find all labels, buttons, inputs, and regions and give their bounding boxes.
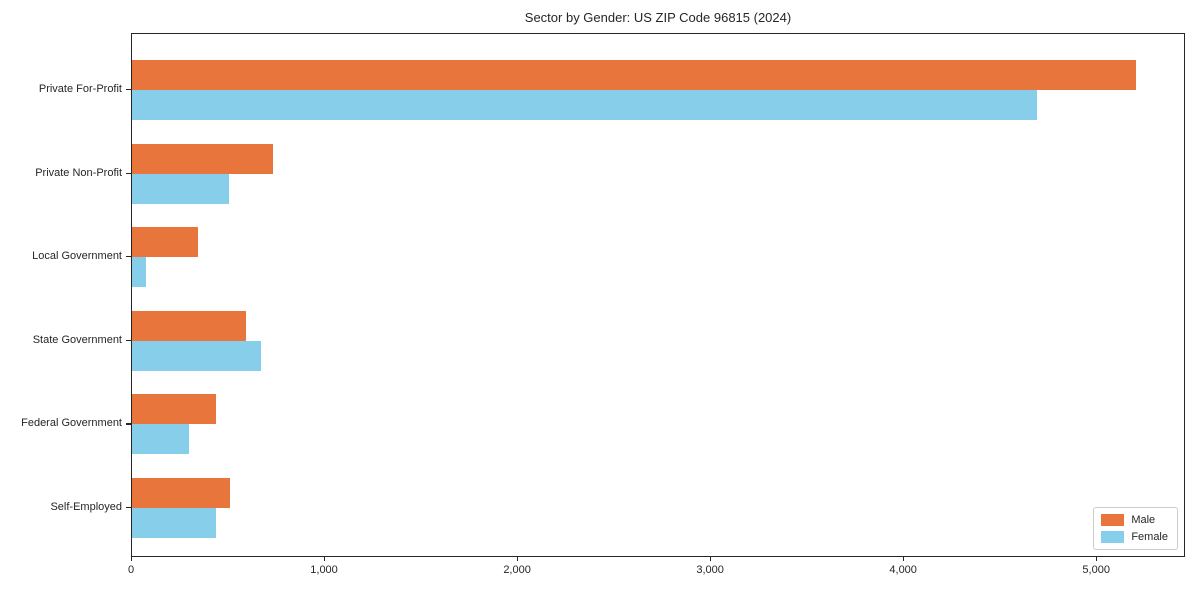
legend-entry-male: Male [1101, 514, 1168, 526]
bar-female-3 [132, 257, 147, 288]
x-tick-mark [710, 557, 712, 561]
legend-entry-female: Female [1101, 531, 1168, 543]
y-tick-mark [126, 339, 131, 341]
bar-male-6 [132, 478, 231, 508]
chart-title: Sector by Gender: US ZIP Code 96815 (202… [524, 10, 792, 25]
bar-female-1 [132, 90, 1038, 120]
male-swatch-icon [1101, 514, 1125, 526]
bar-male-5 [132, 394, 216, 425]
x-tick-mark [517, 557, 519, 561]
y-tick-label: State Government [32, 333, 122, 346]
legend-label-female: Female [1131, 531, 1168, 543]
bar-female-5 [132, 424, 189, 455]
y-tick-label: Federal Government [21, 417, 122, 430]
x-tick-mark [131, 557, 133, 561]
y-tick-mark [126, 507, 131, 509]
y-tick-label: Local Government [32, 250, 122, 263]
x-tick-label: 1,000 [310, 564, 338, 576]
y-tick-mark [126, 172, 131, 174]
y-tick-label: Self-Employed [50, 501, 122, 513]
x-tick-label: 5,000 [1082, 564, 1110, 576]
y-tick-label: Private Non-Profit [35, 166, 122, 179]
x-tick-mark [903, 557, 905, 561]
x-tick-mark [1096, 557, 1098, 561]
y-tick-mark [126, 256, 131, 258]
x-tick-label: 0 [127, 564, 135, 576]
x-tick-label: 4,000 [889, 564, 917, 576]
bar-male-4 [132, 310, 246, 341]
bar-female-4 [132, 340, 262, 371]
bar-male-3 [132, 227, 198, 258]
bar-male-2 [132, 143, 273, 174]
female-swatch-icon [1101, 531, 1125, 543]
plot-area: Male Female [131, 33, 1185, 557]
x-tick-label: 2,000 [503, 564, 531, 576]
bar-female-6 [132, 508, 216, 538]
legend: Male Female [1093, 507, 1178, 550]
x-tick-label: 3,000 [696, 564, 724, 576]
y-tick-mark [126, 89, 131, 91]
bar-female-2 [132, 173, 229, 204]
bar-male-1 [132, 60, 1136, 90]
y-tick-mark [126, 423, 131, 425]
legend-label-male: Male [1131, 514, 1156, 526]
x-tick-mark [324, 557, 326, 561]
y-tick-label: Private For-Profit [38, 83, 122, 95]
